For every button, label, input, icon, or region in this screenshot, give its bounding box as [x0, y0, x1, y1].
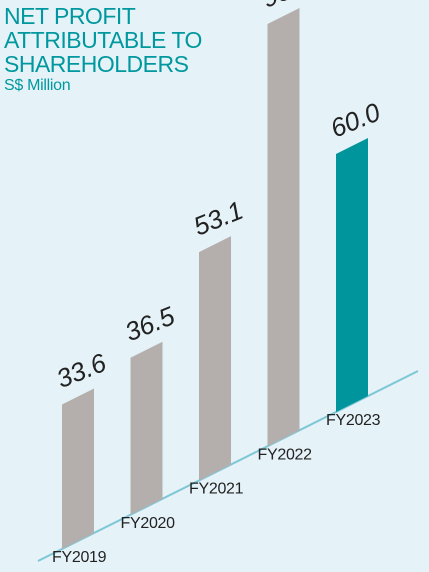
value-label: 33.6: [52, 347, 111, 394]
bar: [336, 138, 368, 412]
value-label: 98.2: [258, 0, 317, 13]
value-label: 53.1: [189, 195, 247, 242]
value-label: 60.0: [326, 96, 385, 143]
value-label: 36.5: [121, 300, 180, 347]
x-tick-label: FY2021: [189, 481, 244, 498]
x-tick-label: FY2023: [326, 412, 381, 429]
x-tick-label: FY2022: [258, 446, 313, 463]
chart-title: NET PROFIT ATTRIBUTABLE TO SHAREHOLDERS: [4, 3, 202, 77]
bar: [267, 7, 300, 447]
x-tick-label: FY2019: [52, 549, 107, 566]
chart-subtitle: S$ Million: [4, 77, 71, 94]
bar: [199, 236, 231, 481]
bar: [130, 341, 163, 515]
x-tick-label: FY2020: [121, 515, 176, 532]
bar: [62, 388, 94, 549]
